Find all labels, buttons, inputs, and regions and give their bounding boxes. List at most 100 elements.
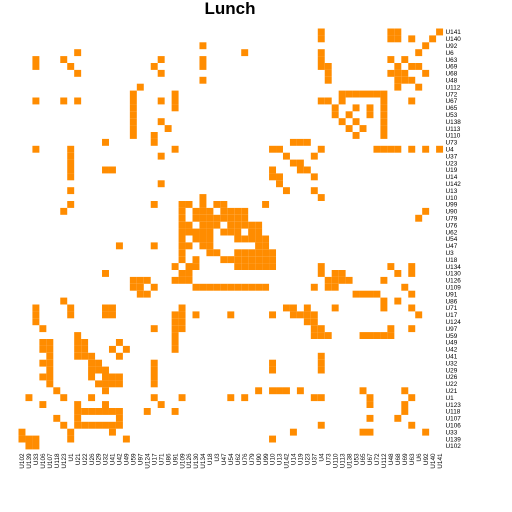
heatmap-cell-U17-U91 [171,311,179,319]
heatmap-cell-U71-U142 [282,304,290,312]
heatmap-cell-U71-U1 [67,304,75,312]
heatmap-cell-U67-U63 [408,97,416,105]
heatmap-cell-U79-U62 [234,214,242,222]
y-tick-label: U109 [446,284,462,291]
heatmap-cell-U134-U48 [387,263,395,270]
heatmap-cell-U73-U19 [296,138,304,146]
heatmap-cell-U71-U32 [102,304,109,312]
heatmap-cell-U26-U26 [88,373,96,381]
heatmap-cell-U73-U17 [150,138,158,146]
heatmap-cell-U141-U48 [387,28,395,36]
heatmap-cell-U112-U97 [136,83,144,91]
heatmap-cell-U18-U54 [227,256,235,264]
y-tick-label: U41 [446,353,458,360]
heatmap-cell-U69-U63 [408,63,416,70]
heatmap-cell-U139-U33 [32,435,40,443]
heatmap-cell-U126-U124 [143,276,151,284]
heatmap-cell-U3-U18 [206,249,214,257]
heatmap-cell-U134-U90 [255,263,263,270]
heatmap-cell-U19-U19 [296,166,304,174]
heatmap-cell-U18-U130 [192,256,200,264]
heatmap-cell-U79-U3 [213,214,221,222]
x-tick-label: U112 [381,453,388,468]
heatmap-cell-U62-U126 [185,228,193,236]
heatmap-cell-U113-U112 [380,125,388,132]
heatmap-cell-U62-U54 [227,228,235,236]
heatmap-cell-U17-U1 [67,311,75,319]
heatmap-cell-U91-U63 [408,290,416,298]
heatmap-cell-U92-U134 [199,42,207,50]
heatmap-cell-U109-U62 [234,283,242,291]
heatmap-cell-U53-U59 [129,111,137,119]
heatmap-cell-U13-U142 [282,187,290,195]
heatmap-cell-U79-U18 [206,214,214,222]
x-tick-label: U1 [68,453,75,462]
heatmap-cell-U91-U72 [373,290,381,298]
heatmap-cell-U67-U123 [60,97,68,105]
heatmap-cell-U126-U91 [171,276,179,284]
x-tick-label: U62 [235,453,242,465]
heatmap-cell-U62-U18 [206,228,214,236]
y-tick-label: U107 [446,416,462,423]
heatmap-cell-U134-U63 [408,263,416,270]
heatmap-cell-U139-U1 [67,435,75,443]
heatmap-cell-U141-U4 [317,28,325,36]
y-tick-label: U92 [446,43,458,50]
y-tick-label: U134 [446,264,462,271]
heatmap-cell-U62-U134 [199,228,207,236]
heatmap-cell-U113-U86 [164,125,172,132]
x-tick-label: U4 [318,453,325,462]
x-tick-label: U37 [312,453,319,465]
heatmap-cell-U69-U17 [150,63,158,70]
heatmap-cell-U118-U69 [401,408,409,415]
x-tick-label: U118 [54,453,61,468]
heatmap-cell-U48-U134 [199,76,207,84]
x-tick-label: U26 [89,453,96,465]
heatmap-cell-U32-U106 [39,359,47,367]
heatmap-cell-U19-U32 [102,166,109,174]
heatmap-cell-U22-U17 [150,380,158,388]
heatmap-cell-U63-U123 [60,56,68,63]
heatmap-cell-U33-U1 [67,428,75,436]
heatmap-cell-U62-U79 [248,228,256,236]
heatmap-cell-U118-U22 [81,408,89,415]
heatmap-cell-U109-U17 [150,283,158,291]
y-tick-label: U140 [446,36,462,43]
y-tick-label: U26 [446,374,458,381]
heatmap-cell-U72-U91 [171,90,179,98]
y-tick-label: U13 [446,188,458,195]
heatmap-cell-U71-U109 [178,304,186,312]
heatmap-cell-U130-U109 [178,270,186,277]
heatmap-cell-U72-U113 [338,90,346,98]
heatmap-cell-U14-U1 [67,173,75,181]
x-tick-label: U99 [263,453,270,465]
heatmap-cell-U68-U68 [394,69,402,77]
heatmap-cell-U37-U1 [67,152,75,160]
x-tick-label: U48 [388,453,395,465]
heatmap-cell-U72-U67 [366,90,374,98]
x-tick-label: U41 [110,453,117,465]
heatmap-cell-U118-U41 [108,408,116,415]
heatmap-cell-U73-U23 [303,138,311,146]
heatmap-cell-U71-U23 [303,304,311,312]
heatmap-cell-U63-U4 [317,56,325,63]
heatmap-cell-U134-U62 [234,263,242,270]
x-tick-label: U33 [33,453,40,465]
heatmap-cell-U90-U123 [60,207,68,215]
heatmap-cell-U99-U17 [150,201,158,208]
heatmap-cell-U54-U134 [199,235,207,243]
heatmap-cell-U69-U73 [324,63,332,70]
heatmap-cell-U10-U134 [199,194,207,201]
heatmap-cell-U138-U59 [129,118,137,126]
y-tick-label: U53 [446,112,458,119]
x-tick-label: U6 [416,453,423,462]
heatmap-cell-U71-U14 [289,304,297,312]
heatmap-cell-U97-U48 [387,325,395,333]
heatmap-cell-U67-U4 [317,97,325,105]
heatmap-cell-U73-U14 [289,138,297,146]
x-tick-label: U90 [256,453,263,465]
heatmap-cell-U140-U4 [317,35,325,43]
heatmap-cell-U26-U32 [102,373,109,381]
heatmap-cell-U92-U92 [422,42,430,50]
heatmap-cell-U21-U65 [359,387,367,395]
